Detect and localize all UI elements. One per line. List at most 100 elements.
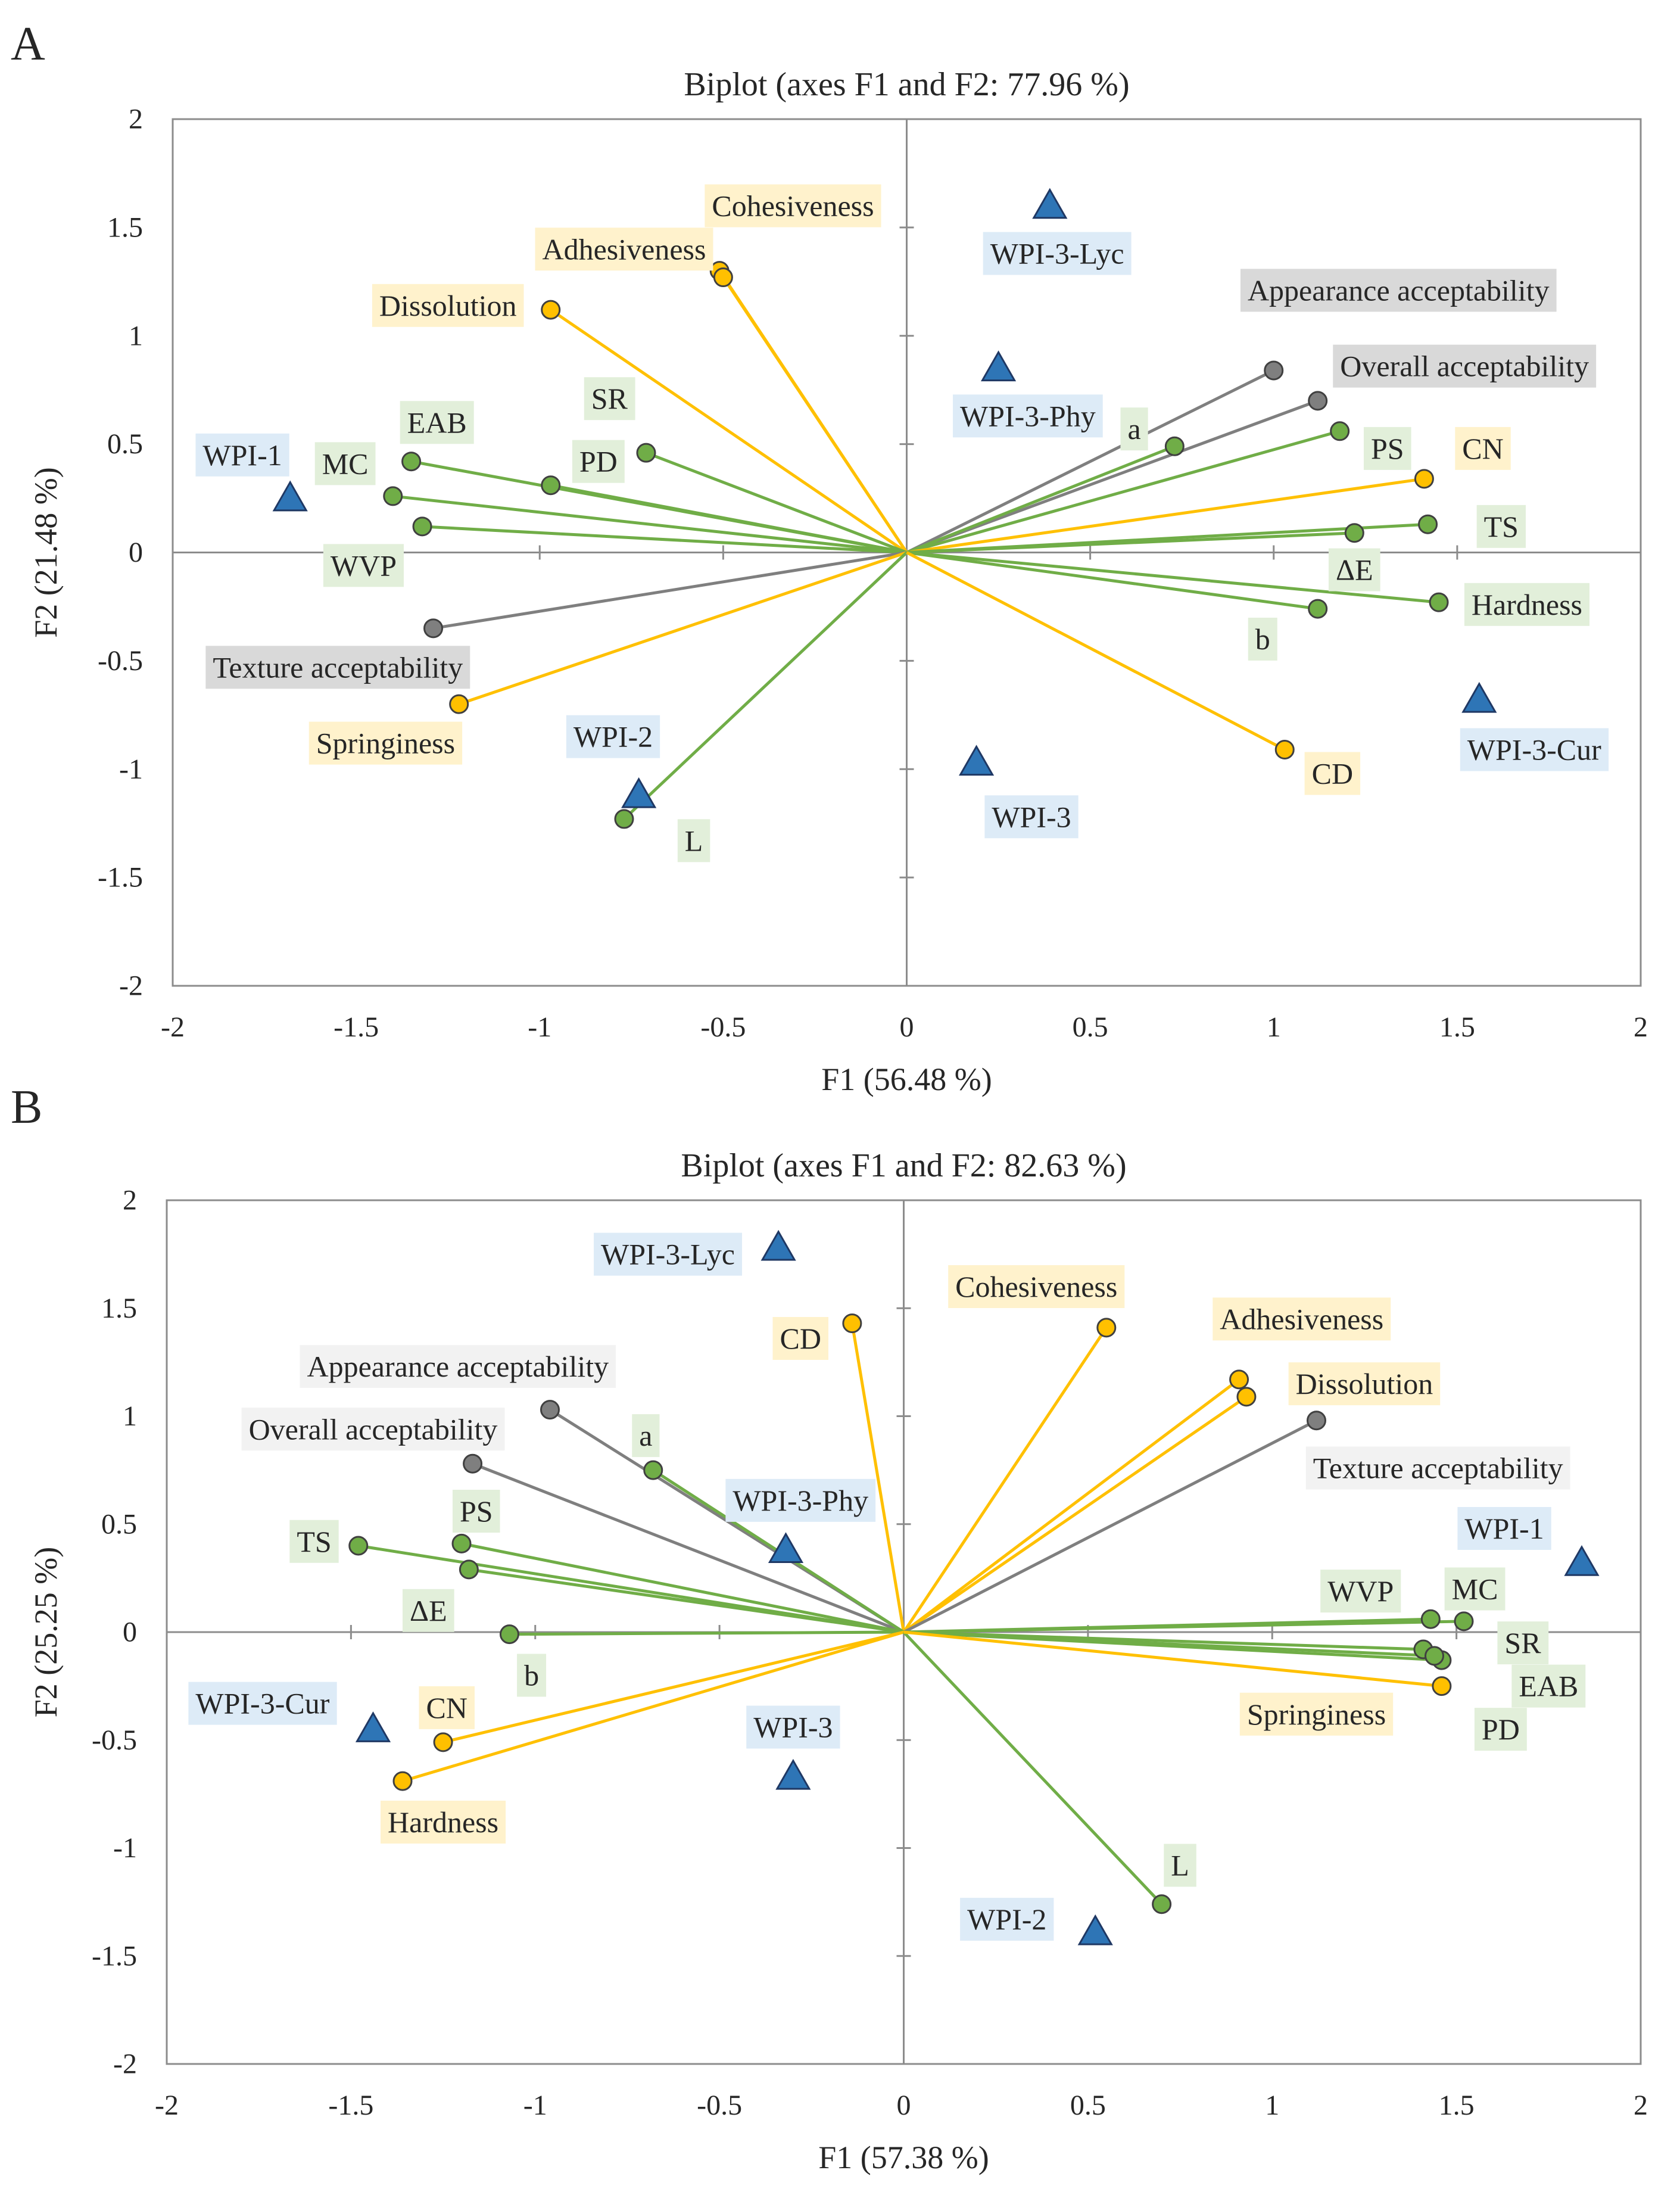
variable-label-texture-acceptability-bg	[1305, 1446, 1570, 1490]
vector-line-pd	[903, 1630, 1435, 1658]
y-tick-label: 0.5	[107, 428, 143, 460]
variable-label-ps-text: PS	[1371, 432, 1404, 465]
observation-marker-wpi-3	[959, 745, 995, 776]
vector-point-a	[1164, 436, 1185, 456]
variable-label-wvp-text: WVP	[331, 549, 397, 582]
observation-marker-wpi-2	[1077, 1914, 1113, 1945]
variable-label-adhesiveness: Adhesiveness	[535, 228, 713, 271]
vector-point-texture-acceptability	[423, 618, 444, 639]
observation-label-wpi-3-lyc-bg	[594, 1232, 742, 1276]
y-tick-label: 0.5	[101, 1508, 137, 1540]
vector-point-pd	[541, 475, 561, 496]
variable-label-sr: SR	[584, 377, 635, 421]
vector-point-cohesiveness	[1096, 1318, 1117, 1338]
vector-line-dissolution	[550, 309, 908, 554]
vector-point-cd	[1274, 740, 1295, 760]
variable-label-appearance-acceptability-bg	[300, 1345, 616, 1388]
variable-label-mc: MC	[314, 442, 376, 485]
vector-point-b	[1308, 599, 1328, 619]
x-tick-label: 0	[900, 1011, 914, 1043]
variable-label-wvp: WVP	[323, 544, 404, 587]
vector-line-adhesiveness	[722, 276, 908, 553]
variable-label-appearance-acceptability-bg	[1240, 269, 1557, 312]
variable-label-b: b	[517, 1654, 547, 1697]
vector-line-b	[906, 551, 1319, 611]
variable-label-mc-text: MC	[322, 447, 369, 480]
variable-label-springiness-text: Springiness	[1247, 1698, 1386, 1731]
variable-label-cohesiveness-text: Cohesiveness	[955, 1270, 1117, 1303]
observation-label-wpi-3-phy-text: WPI-3-Phy	[960, 399, 1096, 432]
observation-label-wpi-3-cur: WPI-3-Cur	[1460, 728, 1609, 771]
x-tick-label: -0.5	[700, 1011, 746, 1043]
vector-line-mc	[903, 1620, 1464, 1634]
observation-marker-wpi-1	[1564, 1545, 1600, 1576]
variable-label-pd: PD	[1474, 1708, 1527, 1751]
variable-label-dissolution-text: Dissolution	[1296, 1367, 1433, 1400]
y-tick-label: 1	[123, 1400, 137, 1432]
y-tick-label: 2	[129, 104, 143, 135]
vector-point-delta-e	[459, 1559, 479, 1580]
x-tick-label: -1.5	[333, 1011, 379, 1043]
variable-label-springiness-bg	[308, 721, 463, 765]
variable-label-overall-acceptability: Overall acceptability	[241, 1408, 505, 1451]
vector-point-ps	[451, 1533, 472, 1553]
y-tick-label: 0	[129, 537, 143, 568]
variable-label-a: a	[1120, 407, 1148, 451]
vector-point-appearance-acceptability	[1264, 360, 1284, 381]
y-tick-label: 1	[129, 320, 143, 351]
variable-label-cohesiveness-text: Cohesiveness	[712, 189, 874, 223]
variable-label-pd-text: PD	[579, 445, 618, 478]
vector-line-overall-acceptability	[906, 399, 1319, 554]
vector-point-mc	[1454, 1611, 1474, 1632]
y-tick-label: 0	[123, 1617, 137, 1648]
variable-label-cohesiveness-bg	[948, 1265, 1125, 1308]
x-tick-label: 1.5	[1439, 2090, 1475, 2121]
vector-line-delta-e	[906, 531, 1355, 554]
variable-label-ps-bg	[1363, 426, 1411, 470]
observation-label-wpi-3-cur-bg	[188, 1682, 337, 1725]
variable-label-ps: PS	[1363, 426, 1411, 470]
vector-point-dissolution	[1236, 1387, 1257, 1407]
vector-point-a	[643, 1460, 663, 1480]
variable-label-texture-acceptability-text: Texture acceptability	[213, 650, 463, 684]
observation-label-wpi-1: WPI-1	[1457, 1507, 1551, 1550]
variable-label-ts-text: TS	[1484, 510, 1519, 543]
vector-point-hardness	[1429, 592, 1449, 612]
panel-letter-a: A	[11, 18, 45, 70]
observation-label-wpi-1: WPI-1	[195, 433, 289, 477]
x-tick-label: -2	[155, 2090, 179, 2121]
vector-point-l	[614, 809, 634, 829]
variable-label-cd-bg	[772, 1317, 828, 1360]
variable-label-ps-bg	[452, 1490, 500, 1533]
x-tick-label: -1.5	[328, 2090, 373, 2121]
biplot-panel-a: Biplot (axes F1 and F2: 77.96 %) F1 (56.4…	[28, 66, 1648, 1097]
vector-line-eab	[411, 460, 907, 554]
chart-title: Biplot (axes F1 and F2: 77.96 %)	[684, 66, 1129, 103]
variable-label-eab-text: EAB	[407, 406, 467, 439]
variable-label-eab: EAB	[400, 401, 474, 444]
variable-label-cohesiveness: Cohesiveness	[705, 184, 881, 228]
variable-label-a-text: a	[639, 1419, 652, 1452]
vector-point-sr	[636, 443, 656, 463]
observation-label-wpi-3-lyc-bg	[983, 232, 1132, 275]
x-tick-label: -0.5	[697, 2090, 742, 2121]
variable-label-b-text: b	[524, 1659, 539, 1692]
variable-label-ts-text: TS	[297, 1525, 331, 1558]
variable-label-wvp: WVP	[1320, 1570, 1401, 1613]
variable-label-l-bg	[1164, 1844, 1196, 1887]
observation-label-wpi-2-text: WPI-2	[967, 1903, 1046, 1936]
variable-label-texture-acceptability: Texture acceptability	[1305, 1446, 1570, 1490]
vector-point-delta-e	[1344, 523, 1364, 543]
vector-line-a	[906, 444, 1176, 554]
variable-label-pd: PD	[572, 440, 625, 483]
variable-label-cn-bg	[419, 1686, 475, 1729]
variable-label-sr-bg	[584, 377, 635, 421]
observation-label-wpi-2: WPI-2	[960, 1898, 1054, 1941]
variable-label-delta-e-bg	[1328, 548, 1380, 591]
y-tick-label: -1.5	[92, 1940, 137, 1972]
variable-label-appearance-acceptability: Appearance acceptability	[300, 1345, 616, 1388]
x-tick-label: -2	[161, 1011, 185, 1043]
observation-label-wpi-3-cur: WPI-3-Cur	[188, 1682, 337, 1725]
vector-point-cn	[1414, 469, 1434, 489]
variable-label-sr-text: SR	[1504, 1626, 1541, 1660]
